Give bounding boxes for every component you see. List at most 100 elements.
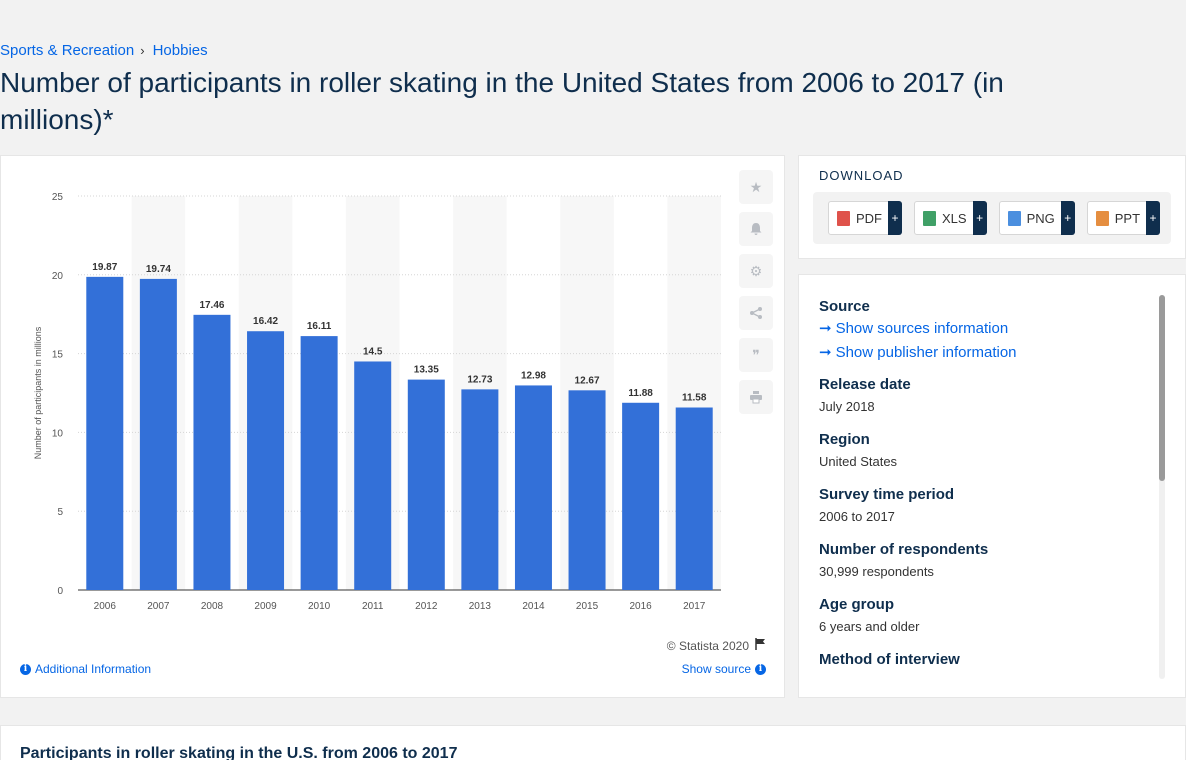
settings-gear-icon[interactable]: ⚙ [739,254,773,288]
show-source-link[interactable]: Show source i [682,662,766,676]
y-tick-label: 10 [52,428,64,439]
notification-bell-icon[interactable] [739,212,773,246]
survey-period-heading: Survey time period [819,486,955,503]
share-icon[interactable] [739,296,773,330]
bar [461,389,499,590]
bar [300,336,338,590]
x-tick-label: 2015 [576,601,599,612]
info-icon: i [20,663,31,675]
arrow-right-icon: ➞ [819,344,832,361]
x-tick-label: 2011 [362,601,384,612]
info-list: Source ➞ Show sources information ➞ Show… [819,297,1149,685]
age-group-value: 6 years and older [819,619,920,634]
y-tick-label: 5 [57,507,63,518]
breadcrumb-item-hobbies[interactable]: Hobbies [152,42,208,59]
download-label: PPT [1114,210,1141,226]
region-heading: Region [819,431,870,448]
download-pdf-button[interactable]: PDF + [828,201,902,235]
bar [407,379,445,590]
download-panel: DOWNLOAD PDF + XLS + PNG + PPT + [798,155,1186,259]
statistic-info-panel: Source ➞ Show sources information ➞ Show… [798,274,1186,698]
bar [675,407,713,590]
plus-icon: + [888,201,902,235]
bar [568,390,606,590]
x-tick-label: 2012 [415,601,438,612]
y-axis-label: Number of participants in millions [33,326,43,459]
data-label: 12.98 [521,370,546,381]
download-png-button[interactable]: PNG + [998,201,1075,235]
download-label: XLS [942,210,967,226]
chart-panel: 0 5 10 15 20 25 Number of participants in mill… [0,155,785,698]
bar [514,385,552,590]
show-source-label: Show source [681,662,751,676]
x-tick-label: 2016 [630,601,653,612]
favorite-star-icon[interactable]: ★ [739,170,773,204]
y-tick-label: 0 [57,586,63,597]
y-tick-label: 25 [52,192,64,203]
info-scrollbar[interactable] [1159,295,1165,679]
download-label: PDF [856,210,882,226]
x-tick-label: 2006 [94,601,117,612]
flag-icon[interactable] [755,638,766,653]
bar [139,278,177,590]
data-label: 19.74 [146,264,171,275]
interview-method-heading: Method of interview [819,651,960,668]
additional-information-link[interactable]: i Additional Information [20,662,151,676]
arrow-right-icon: ➞ [819,320,832,337]
age-group-heading: Age group [819,596,894,613]
y-tick-label: 20 [52,271,64,282]
bar [86,276,124,590]
additional-information-label: Additional Information [35,662,152,676]
bar [354,361,392,590]
source-heading: Source [819,298,870,315]
download-buttons: PDF + XLS + PNG + PPT + [813,192,1171,244]
data-label: 12.67 [575,375,600,386]
download-ppt-button[interactable]: PPT + [1086,201,1161,235]
bar [622,402,660,590]
data-label: 16.42 [253,316,278,327]
bar [193,314,231,590]
respondents-heading: Number of respondents [819,541,989,558]
show-sources-link[interactable]: ➞ Show sources information [819,317,1149,341]
page-title: Number of participants in roller skating… [0,67,1004,135]
download-xls-button[interactable]: XLS + [914,201,987,235]
data-label: 14.5 [363,346,383,357]
scrollbar-thumb[interactable] [1159,295,1165,481]
data-label: 12.73 [467,374,492,385]
citation-quote-icon[interactable]: ❞ [739,338,773,372]
survey-period-value: 2006 to 2017 [819,509,895,524]
release-date-heading: Release date [819,376,911,393]
download-title: DOWNLOAD [819,168,904,183]
png-file-icon [1007,210,1021,226]
x-tick-label: 2013 [469,601,492,612]
x-tick-label: 2017 [683,601,706,612]
ppt-file-icon [1095,210,1109,226]
y-tick-label: 15 [52,350,64,361]
show-publisher-label: Show publisher information [835,344,1017,361]
plus-icon: + [1060,201,1075,235]
respondents-value: 30,999 respondents [819,564,934,579]
breadcrumb-item-sports[interactable]: Sports & Recreation [0,42,135,59]
data-label: 17.46 [199,300,224,311]
breadcrumb: Sports & Recreation › Hobbies [0,42,208,59]
x-tick-label: 2014 [522,601,545,612]
x-tick-label: 2007 [147,601,170,612]
bar-chart: 0 5 10 15 20 25 Number of participants in mill… [33,192,721,612]
data-label: 16.11 [307,321,332,332]
download-label: PNG [1026,210,1055,226]
x-tick-label: 2010 [308,601,331,612]
data-label: 19.87 [92,262,117,273]
data-label: 11.88 [628,388,653,399]
description-title: Participants in roller skating in the U.… [20,745,458,760]
show-sources-label: Show sources information [835,320,1009,337]
show-publisher-link[interactable]: ➞ Show publisher information [819,341,1149,365]
region-value: United States [819,454,898,469]
description-panel: Participants in roller skating in the U.… [0,725,1186,760]
copyright-text: © Statista 2020 [666,638,749,653]
copyright-notice: © Statista 2020 [667,638,766,653]
x-tick-label: 2009 [254,601,277,612]
plus-icon: + [972,201,987,235]
bar [247,331,285,590]
print-icon[interactable] [739,380,773,414]
xls-file-icon [923,210,936,226]
